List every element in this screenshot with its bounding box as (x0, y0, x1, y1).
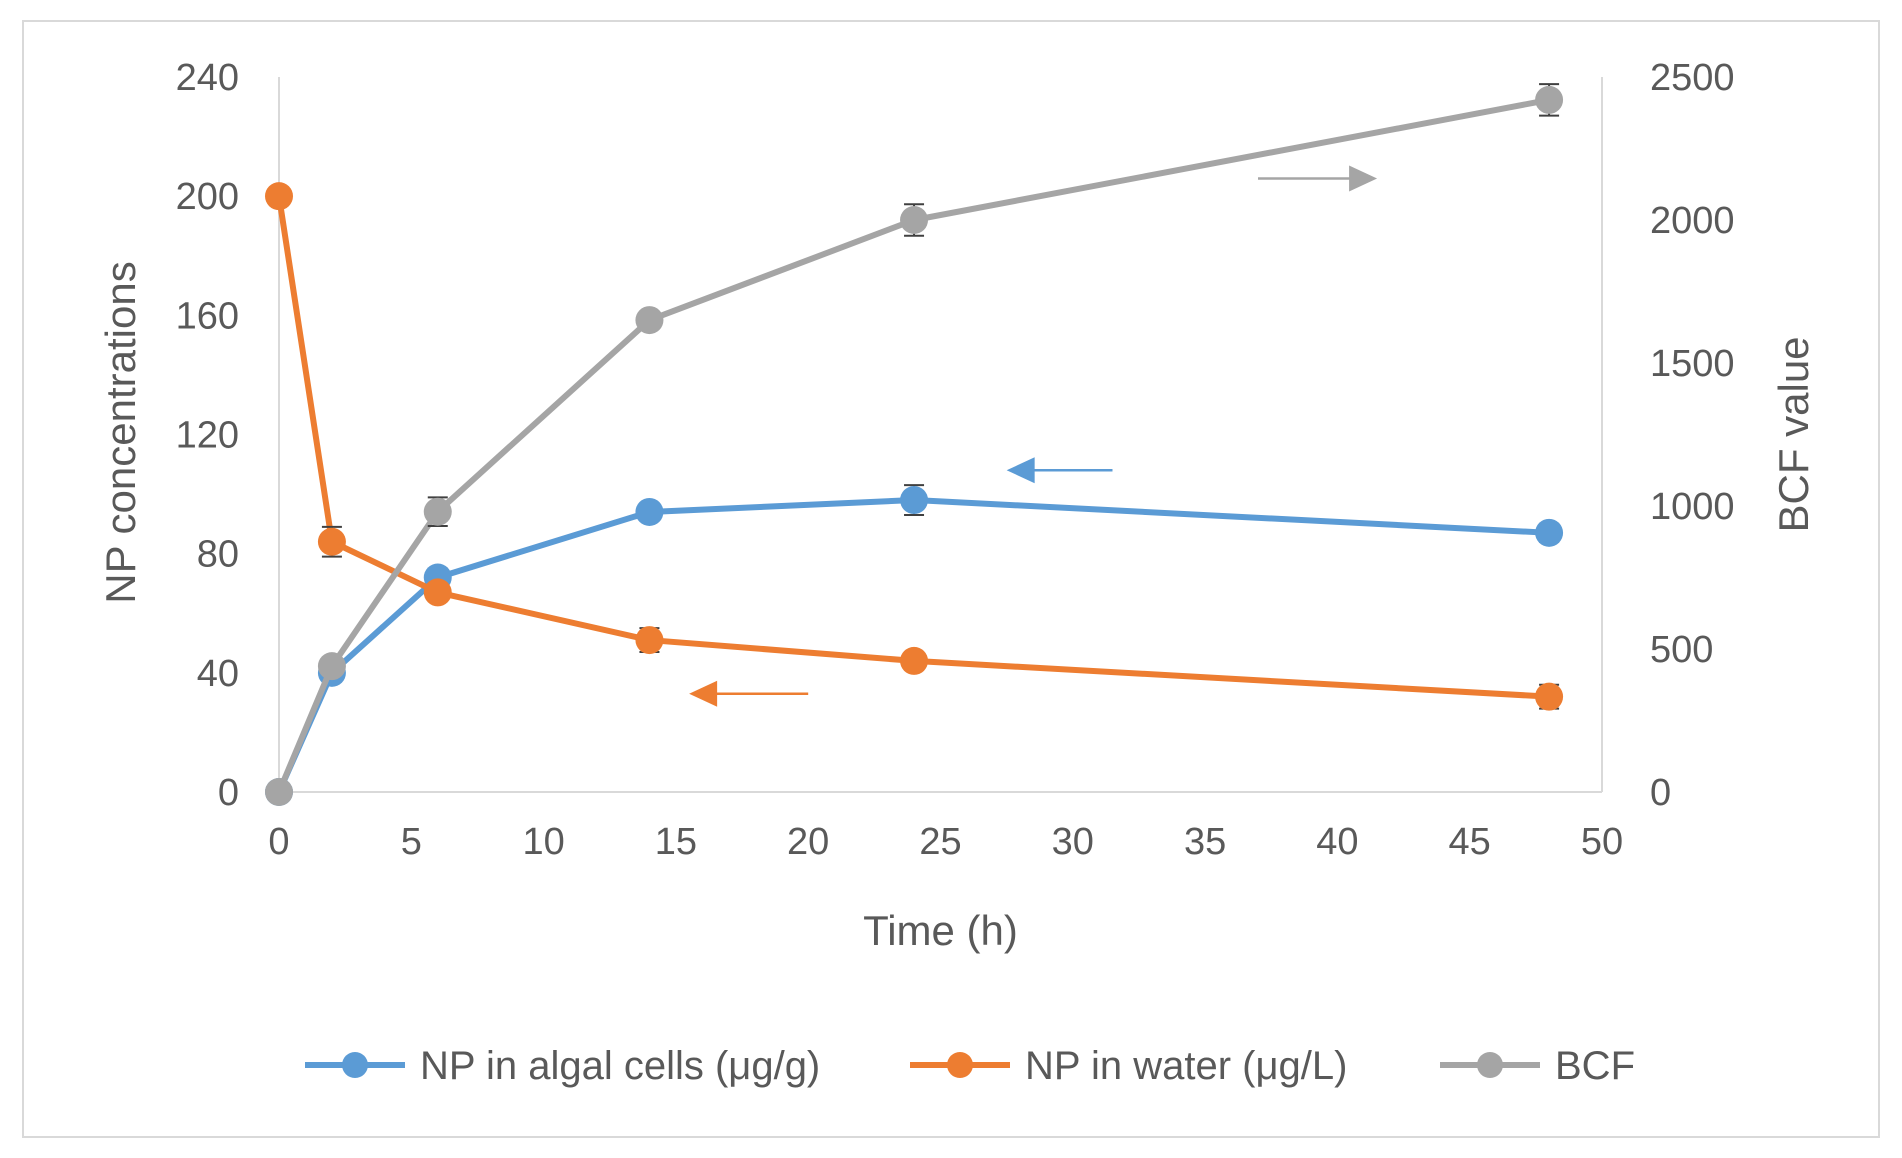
legend-marker (342, 1052, 368, 1078)
legend-item-1: NP in water (μg/L) (910, 1044, 1347, 1088)
data-point (423, 497, 452, 526)
y2-tick-label: 1500 (1650, 343, 1735, 385)
y2-tick-label: 2000 (1650, 200, 1735, 242)
x-tick-label: 0 (268, 821, 289, 863)
y-axis-title: NP concentrations (97, 261, 144, 603)
x-tick-label: 40 (1316, 821, 1358, 863)
arrow-annotation (1006, 457, 1113, 484)
x-tick-label: 30 (1052, 821, 1094, 863)
data-point (635, 497, 664, 526)
legend: NP in algal cells (μg/g) NP in water (μg/… (305, 1044, 1635, 1088)
series-line (276, 497, 1550, 794)
data-point (317, 652, 346, 681)
data-point (423, 578, 452, 607)
axes: 0 5 10 15 20 25 30 35 40 45 5004080120160200240050… (176, 57, 1735, 863)
legend-marker (1477, 1052, 1503, 1078)
y-tick-label: 120 (176, 415, 239, 457)
x-tick-label: 10 (522, 821, 564, 863)
y2-tick-label: 500 (1650, 629, 1713, 671)
arrow-head (1349, 165, 1378, 192)
legend-item-0: NP in algal cells (μg/g) (305, 1044, 820, 1088)
y2-tick-label: 2500 (1650, 57, 1735, 99)
series-line (276, 195, 1550, 700)
data-point (1535, 682, 1564, 711)
y-tick-label: 80 (197, 534, 239, 576)
data-point (265, 778, 293, 806)
legend-marker (947, 1052, 973, 1078)
x-tick-label: 45 (1449, 821, 1491, 863)
x-tick-label: 50 (1581, 821, 1623, 863)
series-line (276, 96, 1550, 794)
y2-tick-label: 0 (1650, 772, 1671, 814)
arrow-annotation (689, 680, 809, 707)
data-point (635, 626, 664, 655)
y-tick-label: 240 (176, 57, 239, 99)
series-2 (265, 83, 1564, 806)
x-tick-label: 15 (655, 821, 697, 863)
series-layer (265, 83, 1564, 806)
y-tick-label: 0 (218, 772, 239, 814)
arrow-head (689, 680, 718, 707)
arrow-annotation (1258, 165, 1378, 192)
x-tick-label: 35 (1184, 821, 1226, 863)
series-1 (265, 182, 1564, 711)
x-axis-title: Time (h) (863, 907, 1018, 954)
legend-label: BCF (1555, 1044, 1635, 1088)
y-tick-label: 160 (176, 295, 239, 337)
data-point (900, 206, 929, 234)
data-point (317, 527, 346, 556)
x-tick-label: 25 (919, 821, 961, 863)
data-point (1535, 85, 1564, 114)
data-point (900, 646, 929, 675)
y2-tick-label: 1000 (1650, 486, 1735, 528)
arrow-head (1006, 457, 1035, 484)
data-point (900, 486, 929, 515)
x-tick-label: 20 (787, 821, 829, 863)
y-tick-label: 200 (176, 176, 239, 218)
series-0 (265, 484, 1564, 806)
legend-label: NP in algal cells (μg/g) (420, 1044, 820, 1088)
data-point (635, 306, 664, 335)
y-tick-label: 40 (197, 653, 239, 695)
data-point (1535, 518, 1564, 547)
data-point (265, 182, 293, 211)
legend-item-2: BCF (1440, 1044, 1635, 1088)
y2-axis-title: BCF value (1770, 336, 1817, 532)
legend-label: NP in water (μg/L) (1025, 1044, 1347, 1088)
annotations (689, 165, 1378, 707)
chart-frame (22, 20, 1880, 1138)
x-tick-label: 5 (401, 821, 422, 863)
